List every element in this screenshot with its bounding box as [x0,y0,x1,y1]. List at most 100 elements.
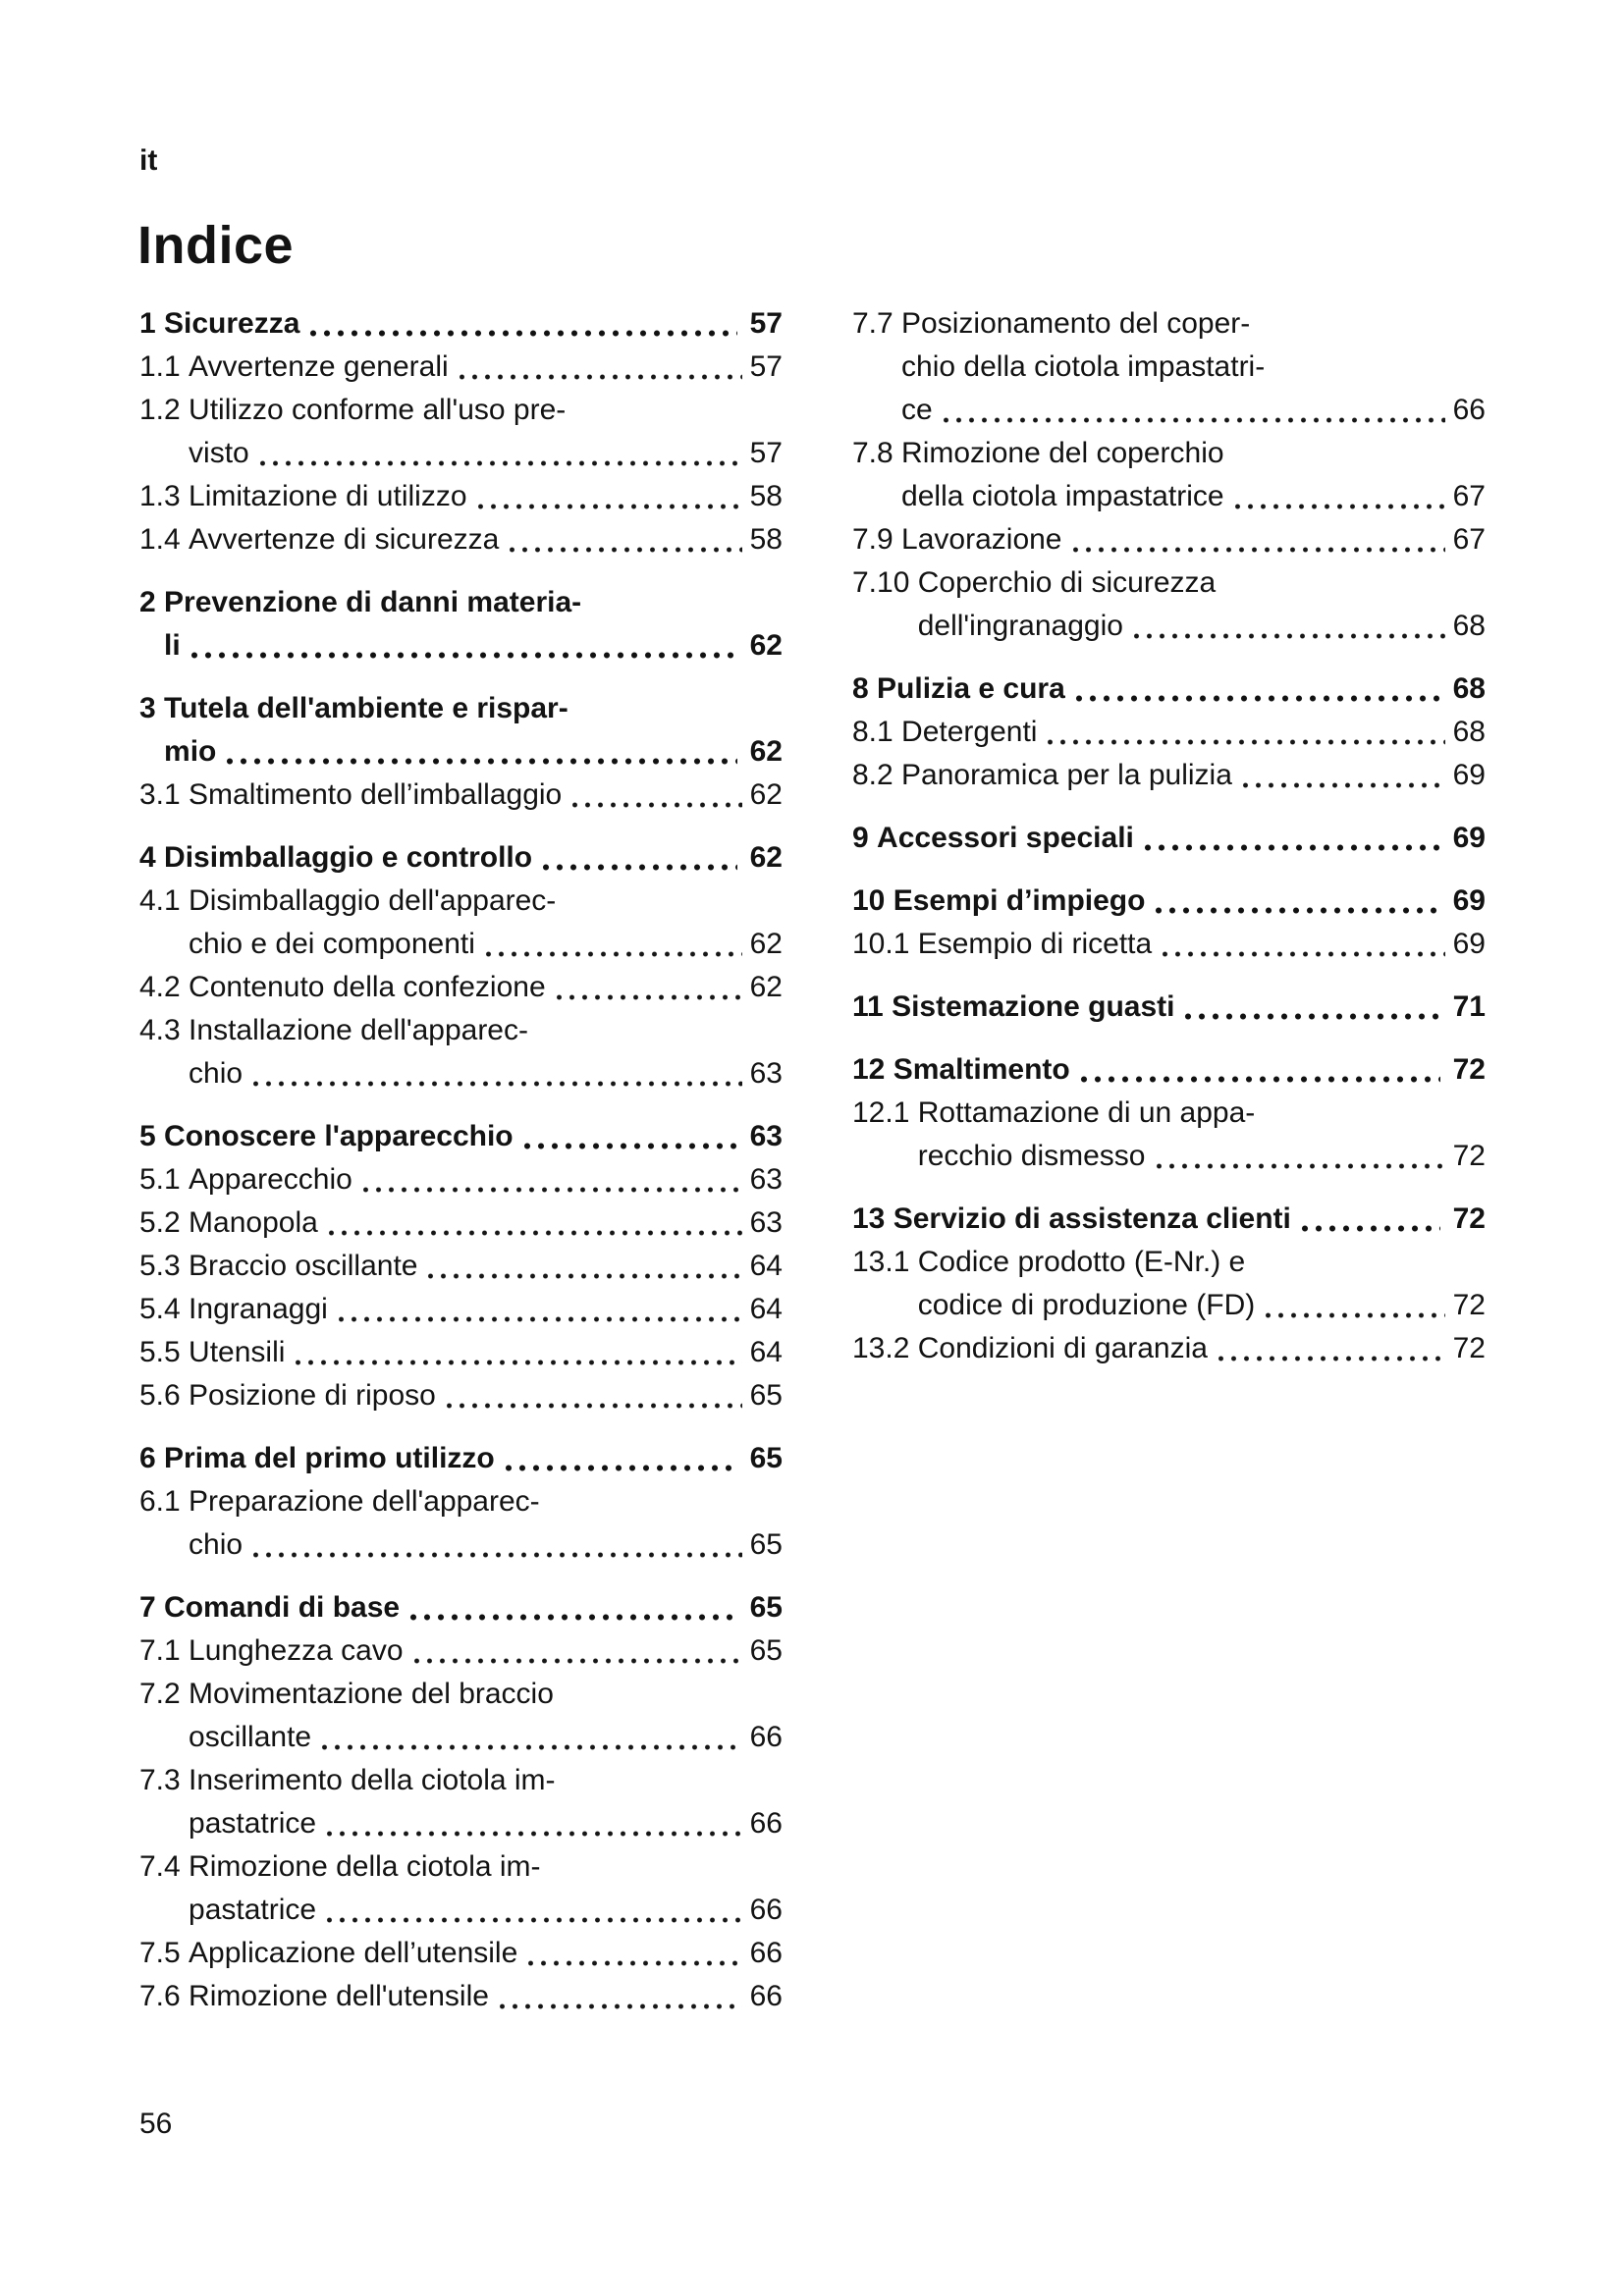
dot-leader-icon [1068,547,1445,553]
entry-page-number: 57 [749,307,783,340]
toc-sub-entry: 8.1 Detergenti 68 [852,711,1486,754]
toc-line: 1.4 Avvertenze di sicurezza 58 [139,518,783,561]
entry-page-number: 58 [749,480,783,512]
toc-line: 7.10 Coperchio di sicurezza [852,561,1486,605]
entry-number: 7.5 [139,1937,189,1969]
toc-sub-entry: 1.3 Limitazione di utilizzo 58 [139,475,783,518]
entry-title: Conoscere l'apparecchio [164,1120,514,1152]
dot-leader-icon [249,1552,742,1558]
entry-number: 5.5 [139,1336,189,1368]
dot-leader-icon [1214,1356,1445,1362]
entry-title: visto [189,437,249,469]
entry-page-number: 69 [1452,759,1486,791]
toc-line: 7.6 Rimozione dell'utensile 66 [139,1975,783,2018]
entry-page-number: 62 [749,841,783,874]
toc-section-entry: 13 Servizio di assistenza clienti 72 [852,1198,1486,1241]
entry-title: Sicurezza [164,307,300,340]
dot-leader-icon [306,330,737,337]
toc-section-entry: 11 Sistemazione guasti 71 [852,986,1486,1029]
entry-number: 5.4 [139,1293,189,1325]
toc-section-entry: 10 Esempi d’impiego 69 [852,880,1486,923]
entry-title: Esempio di ricetta [917,928,1153,960]
entry-page-number: 66 [749,1980,783,2012]
entry-title: Codice prodotto (E-Nr.) e [917,1246,1246,1278]
toc-line: 1.2 Utilizzo conforme all'uso pre- [139,389,783,432]
entry-number: 7.2 [139,1678,189,1710]
toc-group: 7 Comandi di base 65 7.1 Lunghezza cavo 65 7… [139,1586,783,2018]
toc-line: della ciotola impastatrice 67 [852,475,1486,518]
entry-title: Coperchio di sicurezza [917,566,1217,599]
entry-number: 1.3 [139,480,189,512]
toc-line: chio 63 [139,1052,783,1095]
dot-leader-icon [255,460,742,466]
entry-page-number: 72 [1452,1053,1486,1086]
entry-number: 11 [852,990,893,1023]
toc-sub-entry: 7.4 Rimozione della ciotola im-pastatric… [139,1845,783,1932]
entry-title: oscillante [189,1721,312,1753]
entry-page-number: 63 [749,1120,783,1152]
entry-page-number: 66 [1452,394,1486,426]
toc-line: visto 57 [139,432,783,475]
toc-sub-entry: 12.1 Rottamazione di un appa-recchio dis… [852,1092,1486,1178]
toc-line: 13 Servizio di assistenza clienti 72 [852,1198,1486,1241]
dot-leader-icon [318,1744,742,1750]
entry-page-number: 63 [749,1206,783,1239]
dot-leader-icon [1230,504,1445,509]
dot-leader-icon [223,758,737,765]
dot-leader-icon [324,1230,742,1236]
toc-sub-entry: 5.2 Manopola 63 [139,1201,783,1245]
toc-line: 11 Sistemazione guasti 71 [852,986,1486,1029]
entry-page-number: 65 [749,1591,783,1624]
toc-group: 8 Pulizia e cura 68 8.1 Detergenti 68 8.2 Pa… [852,667,1486,797]
entry-number: 10 [852,884,893,917]
toc-section-entry: 7 Comandi di base 65 [139,1586,783,1629]
entry-number: 3 [139,692,165,724]
toc-group: 3 Tutela dell'ambiente e rispar-mio 62 3.1… [139,687,783,817]
entry-number: 8.1 [852,716,902,748]
toc-line: ce 66 [852,389,1486,432]
entry-page-number: 69 [1452,928,1486,960]
entry-title: Utensili [189,1336,286,1368]
entry-title: dell'ingranaggio [917,610,1123,642]
entry-number: 6.1 [139,1485,189,1518]
entry-title: Prima del primo utilizzo [164,1442,495,1474]
toc-line: 6 Prima del primo utilizzo 65 [139,1437,783,1480]
dot-leader-icon [442,1403,742,1409]
entry-number: 5.2 [139,1206,189,1239]
entry-page-number: 68 [1452,716,1486,748]
toc-section-entry: 12 Smaltimento 72 [852,1048,1486,1092]
toc-sub-entry: 3.1 Smaltimento dell’imballaggio 62 [139,774,783,817]
toc-sub-entry: 13.1 Codice prodotto (E-Nr.) e codice di … [852,1241,1486,1327]
entry-page-number: 69 [1452,822,1486,854]
entry-number: 4 [139,841,165,874]
entry-title: Movimentazione del braccio [189,1678,554,1710]
toc-line: 9 Accessori speciali 69 [852,817,1486,860]
dot-leader-icon [334,1316,742,1322]
entry-page-number: 72 [1452,1289,1486,1321]
entry-title: Prevenzione di danni materia- [164,586,582,618]
entry-title: chio [189,1528,244,1561]
entry-number: 7.1 [139,1634,189,1667]
entry-title: Preparazione dell'apparec- [189,1485,540,1518]
toc-sub-entry: 7.7 Posizionamento del coper-chio della … [852,302,1486,432]
entry-number: 13.2 [852,1332,918,1364]
dot-leader-icon [406,1614,737,1621]
entry-number: 1.1 [139,350,189,383]
toc-group: 2 Prevenzione di danni materia-li 62 [139,581,783,667]
entry-title: Detergenti [901,716,1038,748]
entry-title: Lunghezza cavo [189,1634,404,1667]
entry-page-number: 65 [749,1634,783,1667]
entry-page-number: 65 [749,1528,783,1561]
entry-number: 8 [852,672,878,705]
language-code-label: it [139,144,158,177]
toc-line: 4.2 Contenuto della confezione 62 [139,966,783,1009]
entry-title: Smaltimento dell’imballaggio [189,778,563,811]
entry-number: 1.2 [139,394,189,426]
toc-line: 7.2 Movimentazione del braccio [139,1673,783,1716]
entry-page-number: 65 [749,1442,783,1474]
dot-leader-icon [249,1081,742,1087]
toc-section-entry: 9 Accessori speciali 69 [852,817,1486,860]
toc-sub-entry: 13.2 Condizioni di garanzia 72 [852,1327,1486,1370]
dot-leader-icon [568,802,742,808]
